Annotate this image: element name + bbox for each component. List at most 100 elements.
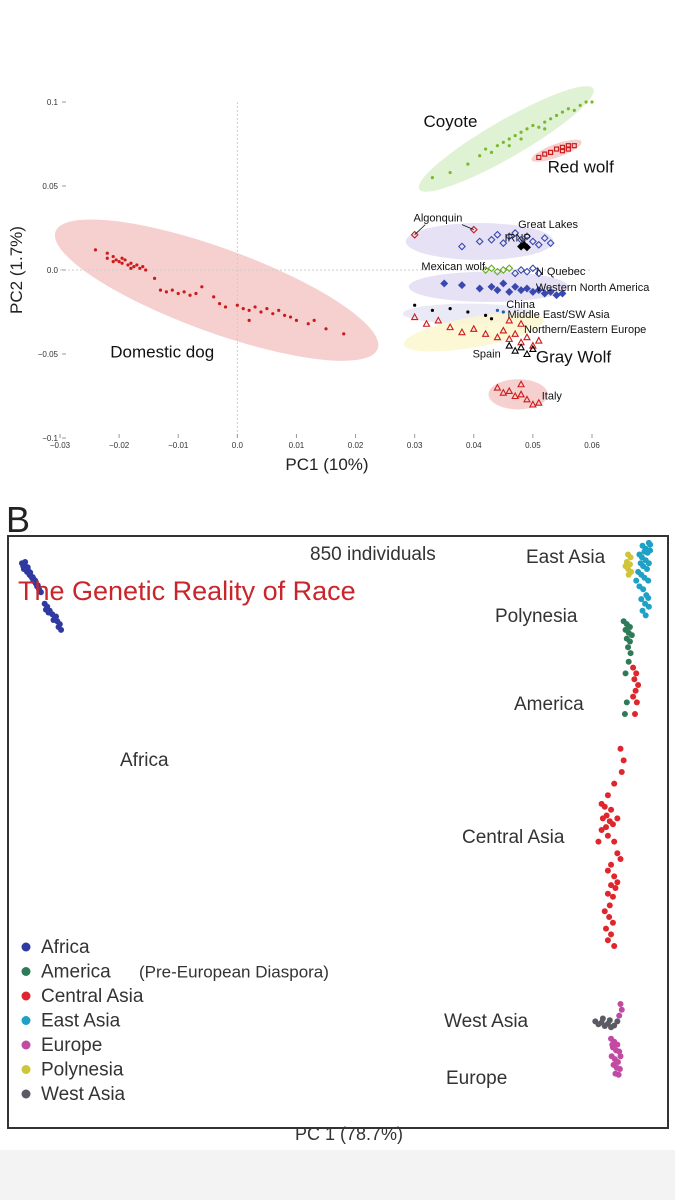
point-east-asia (645, 603, 652, 610)
point-red-wolf (553, 146, 560, 152)
point-coyote (519, 137, 523, 141)
pca-chart-canids: −0.03 −0.02 −0.01 0.0 0.01 0.02 0.03 0.04 0.05 0.… (0, 80, 675, 480)
point-great-lakes (522, 232, 531, 241)
point-domestic-dog (200, 285, 204, 289)
point-coyote (495, 144, 500, 148)
point-east-asia (633, 577, 640, 584)
point-coyote (554, 113, 559, 118)
point-great-lakes (457, 242, 466, 251)
point-coyote (507, 137, 511, 141)
point-domestic-dog (312, 318, 316, 322)
point-central-asia (603, 925, 610, 932)
point-central-asia (618, 769, 625, 775)
leader-line (414, 224, 426, 236)
point-domestic-dog (135, 263, 139, 267)
point-western-north-america (558, 289, 567, 298)
point-europe (616, 1048, 623, 1055)
point-polynesia (622, 563, 629, 570)
y-tick-label: 0.1 (47, 98, 59, 107)
point-northern-eastern-europe (434, 316, 443, 324)
point-domestic-dog (114, 258, 118, 262)
point-domestic-dog (253, 305, 257, 309)
point-coyote (430, 176, 434, 180)
y-tick-label: −0.1 (42, 434, 58, 443)
point-western-north-america (505, 287, 514, 296)
point-northern-eastern-europe (517, 319, 525, 327)
point-great-lakes (546, 239, 555, 248)
point-central-asia (609, 893, 616, 900)
point-coyote (466, 162, 470, 166)
cluster-label-polynesia: Polynesia (495, 606, 578, 627)
point-central-asia (614, 815, 621, 822)
point-coyote (584, 100, 588, 104)
point-western-north-america (534, 286, 543, 295)
point-africa (42, 606, 49, 613)
legend-label-europe: Europe (41, 1035, 102, 1056)
point-central-asia (620, 757, 627, 764)
point-china (495, 308, 500, 312)
label-algonquin: Algonquin (413, 212, 462, 224)
point-domestic-dog (105, 256, 109, 260)
cluster-label-east-asia: East Asia (526, 547, 606, 568)
cluster-label-west-asia: West Asia (444, 1011, 529, 1032)
point-east-asia (645, 577, 652, 584)
point-central-asia (609, 821, 616, 828)
point-domestic-dog (212, 295, 216, 299)
point-domestic-dog (170, 288, 174, 292)
point-central-asia (611, 873, 618, 880)
point-america (621, 711, 628, 717)
point-mexican-wolf (505, 264, 514, 273)
point-central-asia (608, 931, 615, 938)
point-central-asia (599, 815, 606, 822)
point-coyote (448, 170, 452, 175)
point-western-north-america (475, 284, 484, 293)
point-northern-eastern-europe (446, 322, 455, 331)
point-central-asia (617, 745, 624, 752)
legend-label-polynesia: Polynesia (41, 1060, 124, 1081)
x-axis-label: PC 1 (78.7%) (295, 1124, 403, 1144)
point-coyote (501, 140, 505, 144)
point-coyote (537, 125, 541, 129)
point-central-asia (604, 937, 611, 944)
point-domestic-dog (288, 315, 293, 319)
point-central-asia (630, 664, 637, 671)
point-domestic-dog (223, 305, 228, 309)
point-central-asia (631, 676, 638, 683)
point-middle-east-sw-asia (484, 313, 488, 317)
point-irnp (522, 243, 531, 252)
legend: Africa America (Pre-European Diaspora) Cent… (21, 937, 329, 1105)
point-domestic-dog (247, 308, 251, 312)
point-domestic-dog (123, 258, 127, 262)
point-america (622, 670, 629, 677)
cluster-label-europe: Europe (446, 1068, 507, 1089)
point-great-lakes (540, 234, 549, 243)
point-central-asia (601, 908, 608, 915)
data-points (93, 100, 594, 408)
point-central-asia (635, 682, 642, 688)
point-domestic-dog (111, 260, 115, 264)
x-tick-label: 0.02 (348, 441, 364, 450)
point-europe (609, 1041, 616, 1048)
point-europe (617, 1053, 624, 1060)
point-great-lakes (505, 232, 514, 241)
label-coyote: Coyote (424, 112, 478, 131)
point-coyote (507, 144, 511, 148)
point-domestic-dog (105, 251, 109, 255)
hull-domestic-dog (54, 219, 379, 361)
point-red-wolf (565, 143, 571, 149)
point-domestic-dog (111, 254, 115, 259)
point-domestic-dog (141, 265, 145, 269)
legend-marker-central-asia (21, 991, 31, 1001)
point-coyote (578, 103, 582, 107)
point-coyote (484, 147, 488, 151)
point-polynesia (625, 571, 632, 578)
label-western-north-america: Western North America (536, 282, 650, 294)
point-spain (511, 346, 520, 354)
hull-coyote (418, 86, 594, 192)
point-western-north-america (457, 281, 466, 290)
point-mexican-wolf (499, 266, 508, 274)
point-domestic-dog (277, 308, 281, 312)
point-northern-eastern-europe (505, 316, 514, 324)
x-tick-label: 0.01 (289, 441, 305, 450)
point-domestic-dog (265, 307, 269, 311)
